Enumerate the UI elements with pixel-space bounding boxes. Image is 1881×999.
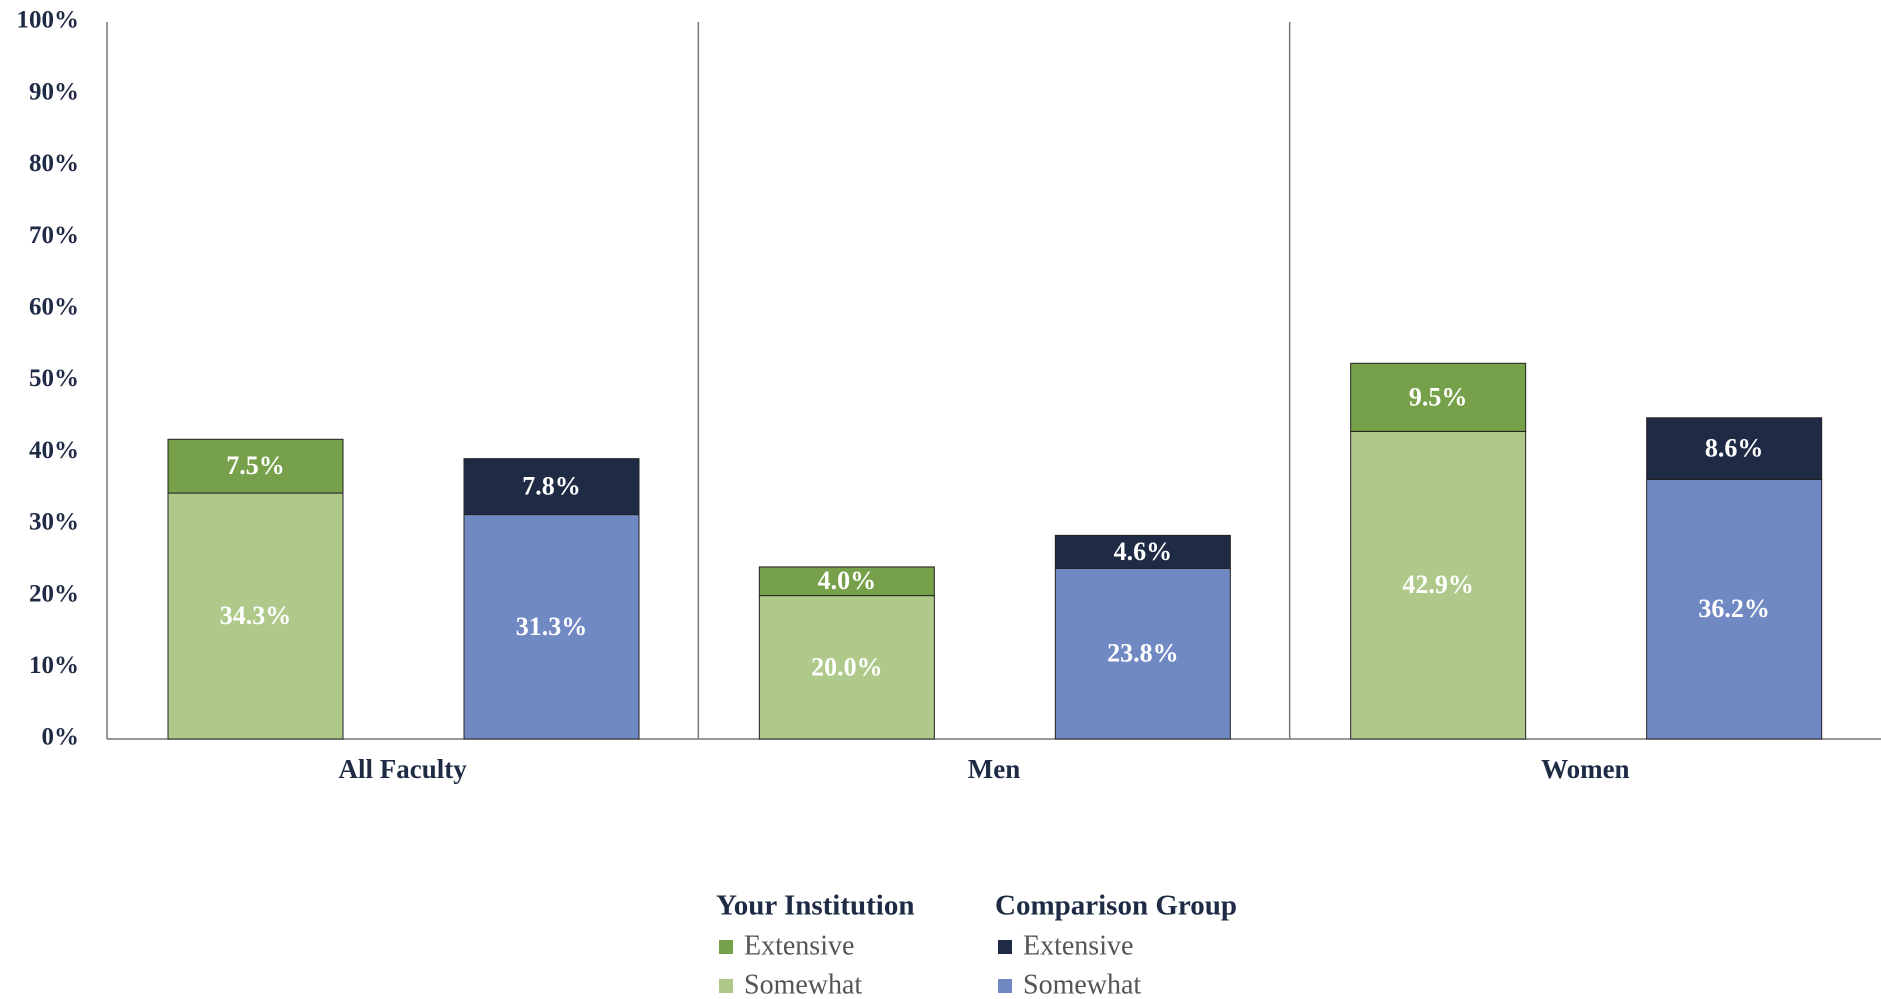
value-label: 23.8% [1107,639,1179,668]
legend-label: Somewhat [744,969,862,999]
bar-segment [463,514,640,740]
bar-segment [167,438,344,494]
legend-swatch [719,940,733,954]
value-label: 34.3% [220,601,292,630]
value-label: 4.0% [818,566,877,595]
y-tick-label: 50% [29,365,79,392]
value-label: 42.9% [1402,570,1474,599]
value-label: 7.5% [226,451,285,480]
y-tick-label: 70% [29,222,79,249]
x-tick-label: All Faculty [339,754,468,784]
legend-title: Comparison Group [995,890,1237,922]
legend-swatch [998,979,1012,993]
x-tick-label: Men [968,754,1020,784]
value-label: 36.2% [1698,594,1770,623]
y-tick-label: 0% [42,724,80,751]
bar-segment [1054,534,1231,569]
bar-segment [463,458,640,516]
bar-segment [758,566,935,597]
y-tick-label: 10% [29,652,79,679]
x-tick-label: Women [1541,754,1630,784]
legend-title: Your Institution [716,890,915,922]
value-label: 9.5% [1409,382,1468,411]
y-tick-label: 90% [29,78,79,105]
legend-label: Extensive [1023,930,1133,961]
legend-swatch [719,979,733,993]
y-tick-label: 30% [29,509,79,536]
value-label: 4.6% [1114,537,1173,566]
value-label: 20.0% [811,652,883,681]
bar-segment [167,492,344,740]
value-label: 31.3% [516,612,588,641]
y-tick-label: 100% [17,7,80,34]
y-tick-label: 20% [29,580,79,607]
y-tick-label: 60% [29,294,79,321]
bar-segment [1054,567,1231,740]
bar-segment [1350,362,1527,432]
y-tick-label: 40% [29,437,79,464]
bar-segment [1646,417,1823,480]
value-label: 8.6% [1705,434,1764,463]
value-label: 7.8% [522,472,581,501]
bar-segment [1646,478,1823,740]
bar-segment [1350,430,1527,740]
legend-label: Somewhat [1023,969,1141,999]
y-tick-label: 80% [29,150,79,177]
bar-segment [758,595,935,740]
legend-label: Extensive [744,930,854,961]
legend-swatch [998,940,1012,954]
